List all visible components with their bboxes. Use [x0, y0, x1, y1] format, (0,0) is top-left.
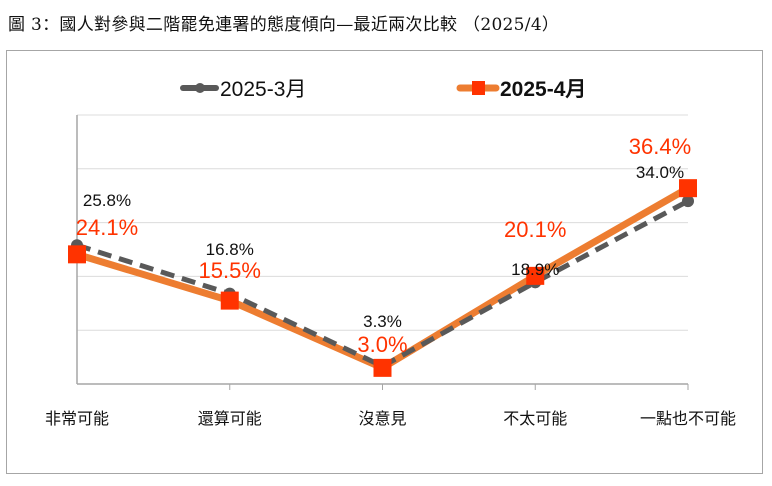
data-label-2025-3: 25.8% [83, 191, 131, 210]
legend-label-2025-4: 2025-4月 [500, 78, 586, 101]
data-label-2025-4: 20.1% [504, 217, 566, 242]
series-line-2025-3 [76, 198, 690, 370]
data-point-2025-3 [682, 195, 694, 208]
data-label-2025-3: 3.3% [363, 312, 402, 331]
x-tick-label: 一點也不可能 [640, 409, 736, 428]
data-point-2025-4 [68, 245, 86, 264]
data-label-2025-3: 34.0% [636, 163, 684, 182]
data-label-2025-4: 36.4% [629, 134, 691, 159]
data-label-2025-3: 18.9% [511, 260, 559, 279]
data-point-2025-4 [679, 179, 697, 198]
chart-frame [6, 50, 763, 474]
legend-marker-2025-4 [472, 81, 485, 95]
legend-label-2025-3: 2025-3月 [220, 78, 306, 101]
data-label-2025-3: 16.8% [206, 240, 254, 259]
data-point-2025-4 [220, 291, 239, 310]
data-label-2025-4: 3.0% [357, 332, 407, 357]
x-tick-label: 非常可能 [45, 409, 109, 428]
data-point-2025-4 [373, 358, 392, 377]
chart-title: 圖 3：國人對參與二階罷免連署的態度傾向—最近兩次比較 （2025/4） [8, 15, 560, 35]
legend-marker-2025-3 [195, 83, 205, 93]
data-point-2025-4 [526, 266, 545, 285]
x-tick-label: 沒意見 [358, 409, 406, 428]
data-label-2025-4: 24.1% [76, 215, 138, 240]
x-tick-label: 還算可能 [198, 409, 262, 428]
x-tick-label: 不太可能 [503, 409, 567, 428]
data-label-2025-4: 15.5% [199, 258, 261, 283]
